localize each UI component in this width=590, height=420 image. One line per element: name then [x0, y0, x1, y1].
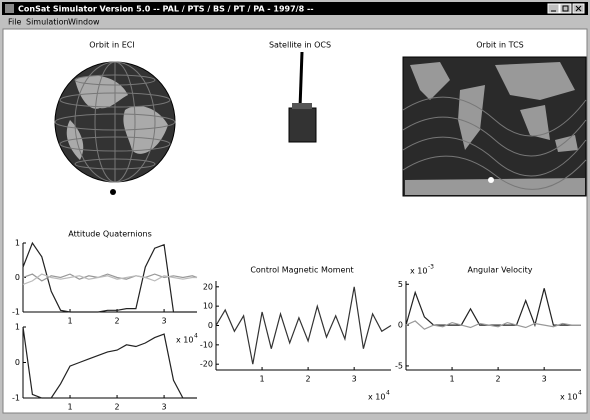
y-tick-label: 10 [203, 302, 213, 311]
x-tick-label: 2 [306, 375, 311, 384]
axis-exponent-power: 4 [194, 333, 198, 340]
axis-exponent-base: x 10 [176, 336, 193, 345]
y-tick-label: 0 [15, 273, 20, 282]
axis-exponent-power: -3 [428, 264, 434, 271]
axis-exponent-base: x 10 [410, 267, 427, 276]
app-icon [5, 4, 14, 13]
axis-exponent-base: x 10 [560, 393, 577, 402]
y-tick-label: 0 [398, 321, 403, 330]
maximize-button[interactable] [560, 4, 571, 13]
y-tick-label: -1 [12, 308, 20, 317]
x-tick-label: 3 [352, 375, 357, 384]
x-tick-label: 2 [496, 375, 501, 384]
axis-exponent-power: 4 [578, 390, 582, 397]
minimize-button[interactable] [548, 4, 559, 13]
y-tick-label: -1 [12, 394, 20, 403]
view-title: Orbit in TCS [476, 41, 523, 50]
x-tick-label: 1 [67, 403, 72, 412]
satellite-position [488, 177, 494, 183]
chart-title: Angular Velocity [467, 266, 532, 275]
y-tick-label: -10 [200, 340, 213, 349]
y-tick-label: -20 [200, 360, 213, 369]
x-tick-label: 1 [67, 317, 72, 326]
ground-track-map [403, 57, 586, 196]
app-window: ConSat Simulator Version 5.0 -- PAL / PT… [0, 0, 590, 416]
menu-item[interactable]: Simulation [26, 18, 69, 27]
menu-item[interactable]: File [8, 18, 21, 27]
view-title: Orbit in ECI [89, 41, 134, 50]
window-title: ConSat Simulator Version 5.0 -- PAL / PT… [18, 5, 314, 14]
menu-item[interactable]: Window [68, 18, 100, 27]
y-tick-label: 20 [203, 282, 213, 291]
y-tick-label: 0 [15, 358, 20, 367]
satellite-body [289, 108, 316, 142]
y-tick-label: 1 [15, 323, 20, 332]
y-tick-label: -5 [395, 361, 403, 370]
y-tick-label: 0 [208, 321, 213, 330]
satellite-dot [110, 189, 116, 195]
satellite-boom [300, 52, 302, 108]
page: ConSat Simulator Version 5.0 -- PAL / PT… [0, 0, 590, 416]
x-tick-label: 2 [115, 317, 120, 326]
x-tick-label: 3 [542, 375, 547, 384]
chart-title: Attitude Quaternions [68, 230, 151, 239]
y-tick-label: 5 [398, 280, 403, 289]
x-tick-label: 3 [162, 403, 167, 412]
axis-exponent-base: x 10 [368, 393, 385, 402]
x-tick-label: 1 [450, 375, 455, 384]
x-tick-label: 3 [162, 317, 167, 326]
x-tick-label: 2 [115, 403, 120, 412]
chart-title: Control Magnetic Moment [250, 266, 353, 275]
axis-exponent-power: 4 [386, 390, 390, 397]
x-tick-label: 1 [260, 375, 265, 384]
satellite-top [292, 103, 312, 109]
view-title: Satellite in OCS [269, 41, 331, 50]
y-tick-label: 1 [15, 239, 20, 248]
